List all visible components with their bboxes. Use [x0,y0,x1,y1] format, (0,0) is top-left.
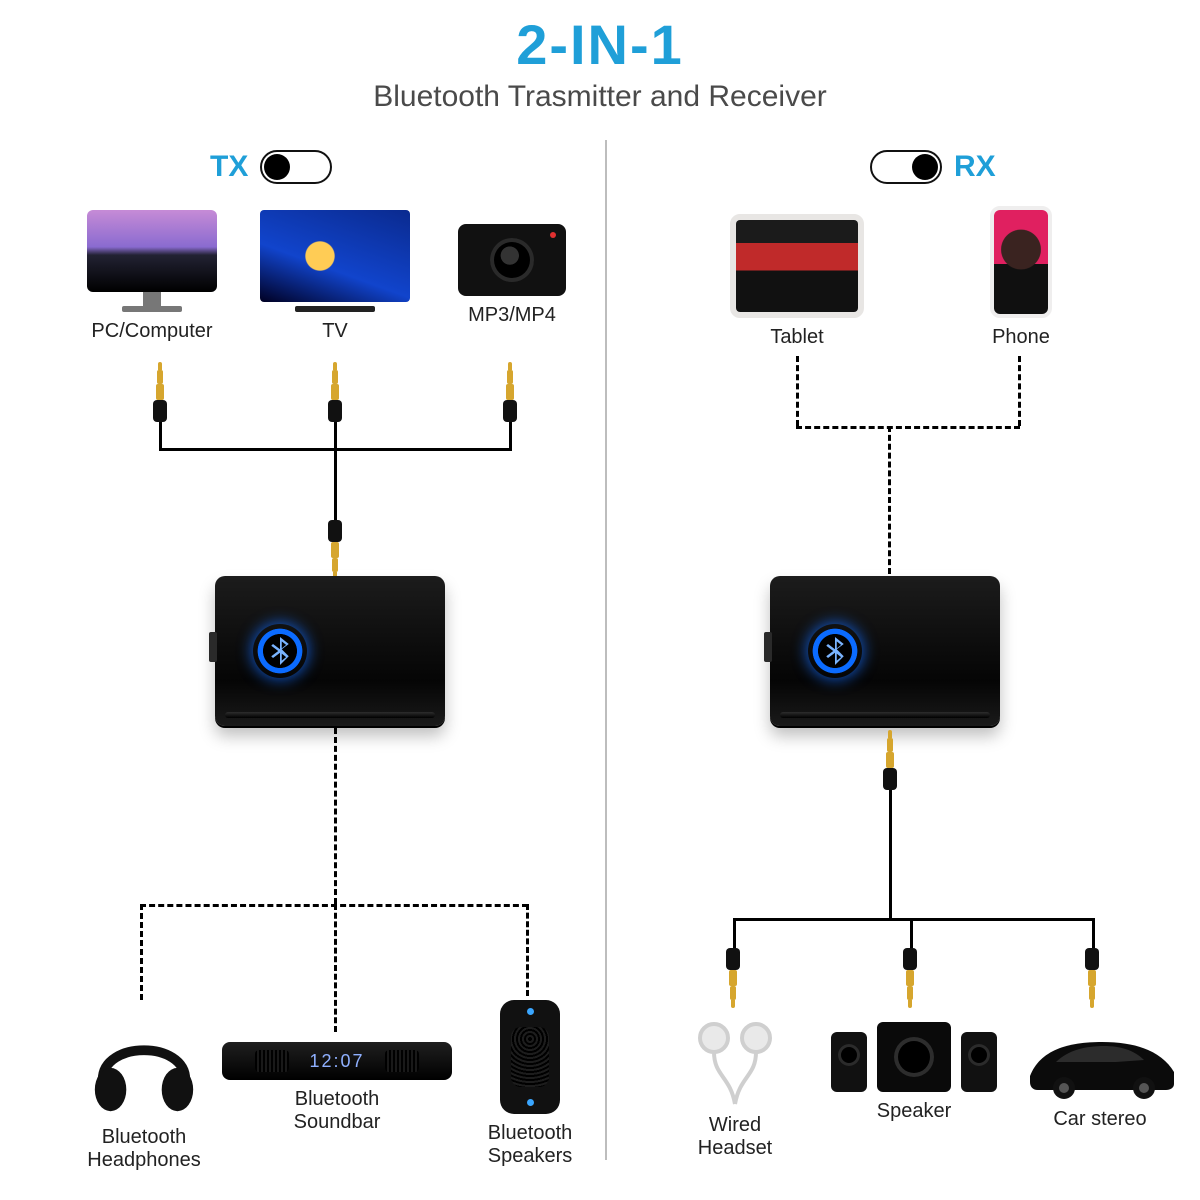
jack-icon [726,948,740,1008]
mode-rx: RX [870,150,996,184]
device-tv-label: TV [322,320,348,343]
soundbar-display: 12:07 [309,1051,364,1072]
wire [889,790,892,918]
jack-icon [1085,948,1099,1008]
device-bt-headphones: Bluetooth Headphones [64,1010,224,1172]
wire [334,422,337,448]
device-phone: Phone [946,206,1096,349]
title-main: 2-IN-1 [0,12,1200,77]
mode-rx-label: RX [954,150,996,184]
tv-icon [260,210,410,312]
wireless-link [888,426,891,574]
wireless-link [1018,356,1021,426]
jack-icon [503,362,517,422]
wireless-link [334,728,337,904]
camera-icon [458,224,566,296]
device-tv: TV [245,210,425,343]
tablet-icon [730,214,864,318]
wire [159,422,162,448]
device-bt-speakers-label: Bluetooth Speakers [488,1122,573,1168]
device-bt-headphones-label: Bluetooth Headphones [87,1126,200,1172]
device-tablet: Tablet [712,214,882,349]
mode-switch-icon [209,632,217,662]
bluetooth-led-ring-icon [253,624,307,678]
wire [1092,918,1095,948]
device-mp3: MP3/MP4 [432,224,592,327]
jack-icon [328,362,342,422]
bt-speaker-icon [500,1000,560,1114]
headphones-icon [85,1010,203,1118]
bluetooth-adapter [770,576,1000,726]
jack-icon [883,730,897,790]
device-mp3-label: MP3/MP4 [468,304,556,327]
wireless-link [796,356,799,426]
mode-tx-label: TX [210,150,248,184]
device-bt-soundbar-label: Bluetooth Soundbar [294,1088,381,1134]
device-tablet-label: Tablet [770,326,823,349]
mode-tx-toggle[interactable] [260,150,332,184]
title-sub: Bluetooth Trasmitter and Receiver [0,80,1200,114]
jack-icon [903,948,917,1008]
device-car-stereo: Car stereo [1010,1028,1190,1131]
device-bt-speakers: Bluetooth Speakers [470,1000,590,1168]
bluetooth-led-ring-icon [808,624,862,678]
jack-icon [328,520,342,580]
device-speaker-label: Speaker [877,1100,952,1123]
device-speaker: Speaker [824,1022,1004,1123]
bluetooth-icon [824,637,846,665]
wire [334,448,337,520]
device-wired-headset-label: Wired Headset [698,1114,773,1160]
device-car-stereo-label: Car stereo [1053,1108,1146,1131]
monitor-icon [87,210,217,312]
earbuds-icon [680,1016,790,1106]
device-wired-headset: Wired Headset [660,1016,810,1160]
wireless-link [140,904,143,1000]
mode-rx-toggle[interactable] [870,150,942,184]
wireless-link [796,426,1020,429]
wireless-link [526,904,529,996]
speaker-icon [831,1022,997,1092]
device-phone-label: Phone [992,326,1050,349]
bluetooth-adapter [215,576,445,726]
soundbar-icon: 12:07 [222,1042,452,1080]
device-pc-label: PC/Computer [91,320,212,343]
phone-icon [990,206,1052,318]
device-pc: PC/Computer [72,210,232,343]
car-icon [1020,1028,1180,1100]
wire [733,918,736,948]
mode-tx: TX [210,150,332,184]
wire [509,422,512,448]
mode-switch-icon [764,632,772,662]
vertical-divider [605,140,607,1160]
bluetooth-icon [269,637,291,665]
wire [910,918,913,948]
wireless-link [334,904,337,1032]
device-bt-soundbar: 12:07 Bluetooth Soundbar [212,1042,462,1134]
jack-icon [153,362,167,422]
